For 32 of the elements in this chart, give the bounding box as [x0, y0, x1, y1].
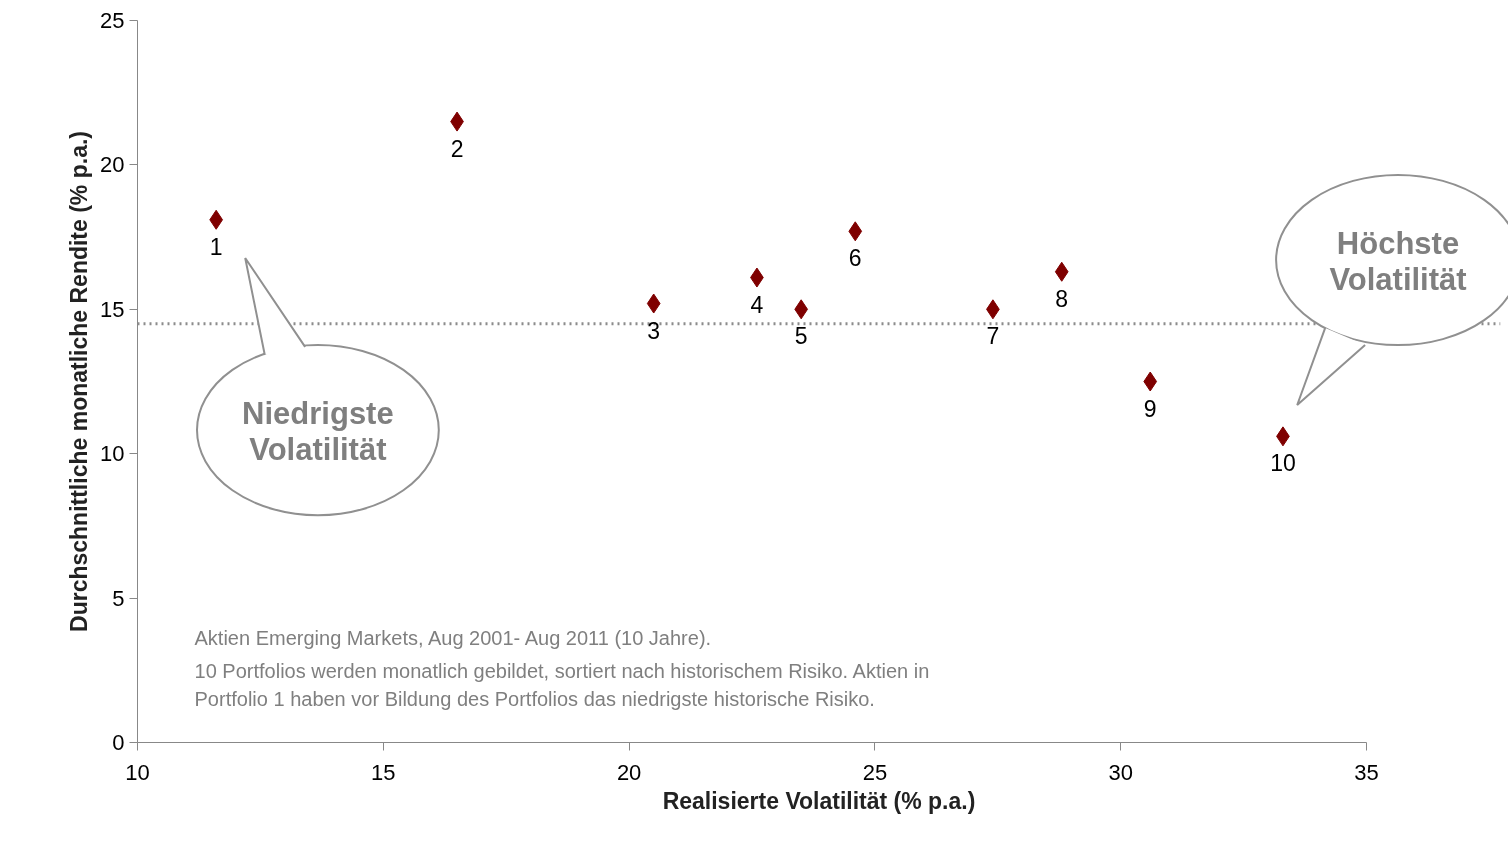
annotation: 10 Portfolios werden monatlich gebildet, sortiert nach historischem Risiko. Aktien in Portfolio 1 haben vor Bildung des Portfolios das niedrigste historische Risiko. — [194, 659, 930, 711]
y-tick-label: 0 — [112, 730, 125, 755]
annotation: 9 — [1143, 395, 1157, 422]
annotation: 8 — [1055, 285, 1069, 312]
annotation: Höchste Volatilität — [1329, 226, 1467, 297]
y-tick-label: 25 — [100, 8, 125, 33]
point — [794, 299, 809, 320]
point — [646, 293, 661, 314]
x-tick-label: 20 — [616, 759, 642, 785]
x-tick-label: 15 — [371, 759, 396, 785]
annotation: 10 — [1270, 450, 1296, 477]
annotation: 6 — [848, 245, 862, 272]
x-tick-label: 30 — [1108, 759, 1133, 785]
annotation: 5 — [794, 323, 808, 350]
y-tick-label: 10 — [100, 441, 125, 467]
y-tick-label: 5 — [112, 585, 125, 611]
x-tick-label: 25 — [862, 759, 888, 785]
annotation: Niedrigste Volatilität — [242, 396, 394, 467]
annotation: 2 — [450, 135, 464, 162]
annotation: 1 — [209, 233, 223, 260]
point — [1143, 371, 1158, 392]
point — [1054, 261, 1069, 282]
annotation: 4 — [750, 291, 764, 318]
y-tick-label: 20 — [100, 152, 125, 178]
annotation: Aktien Emerging Markets, Aug 2001- Aug 2011 (10 Jahre). — [194, 626, 712, 649]
y-axis-title: Durchschnittliche monatliche Rendite (% p.a.) — [66, 131, 93, 632]
x-axis-title: Realisierte Volatilität (% p.a.) — [662, 787, 976, 814]
point — [848, 221, 863, 242]
y-tick-label: 15 — [100, 296, 125, 322]
annotation: 3 — [647, 317, 661, 344]
annotation: 7 — [986, 323, 1000, 350]
x-tick-label: 35 — [1354, 759, 1379, 785]
